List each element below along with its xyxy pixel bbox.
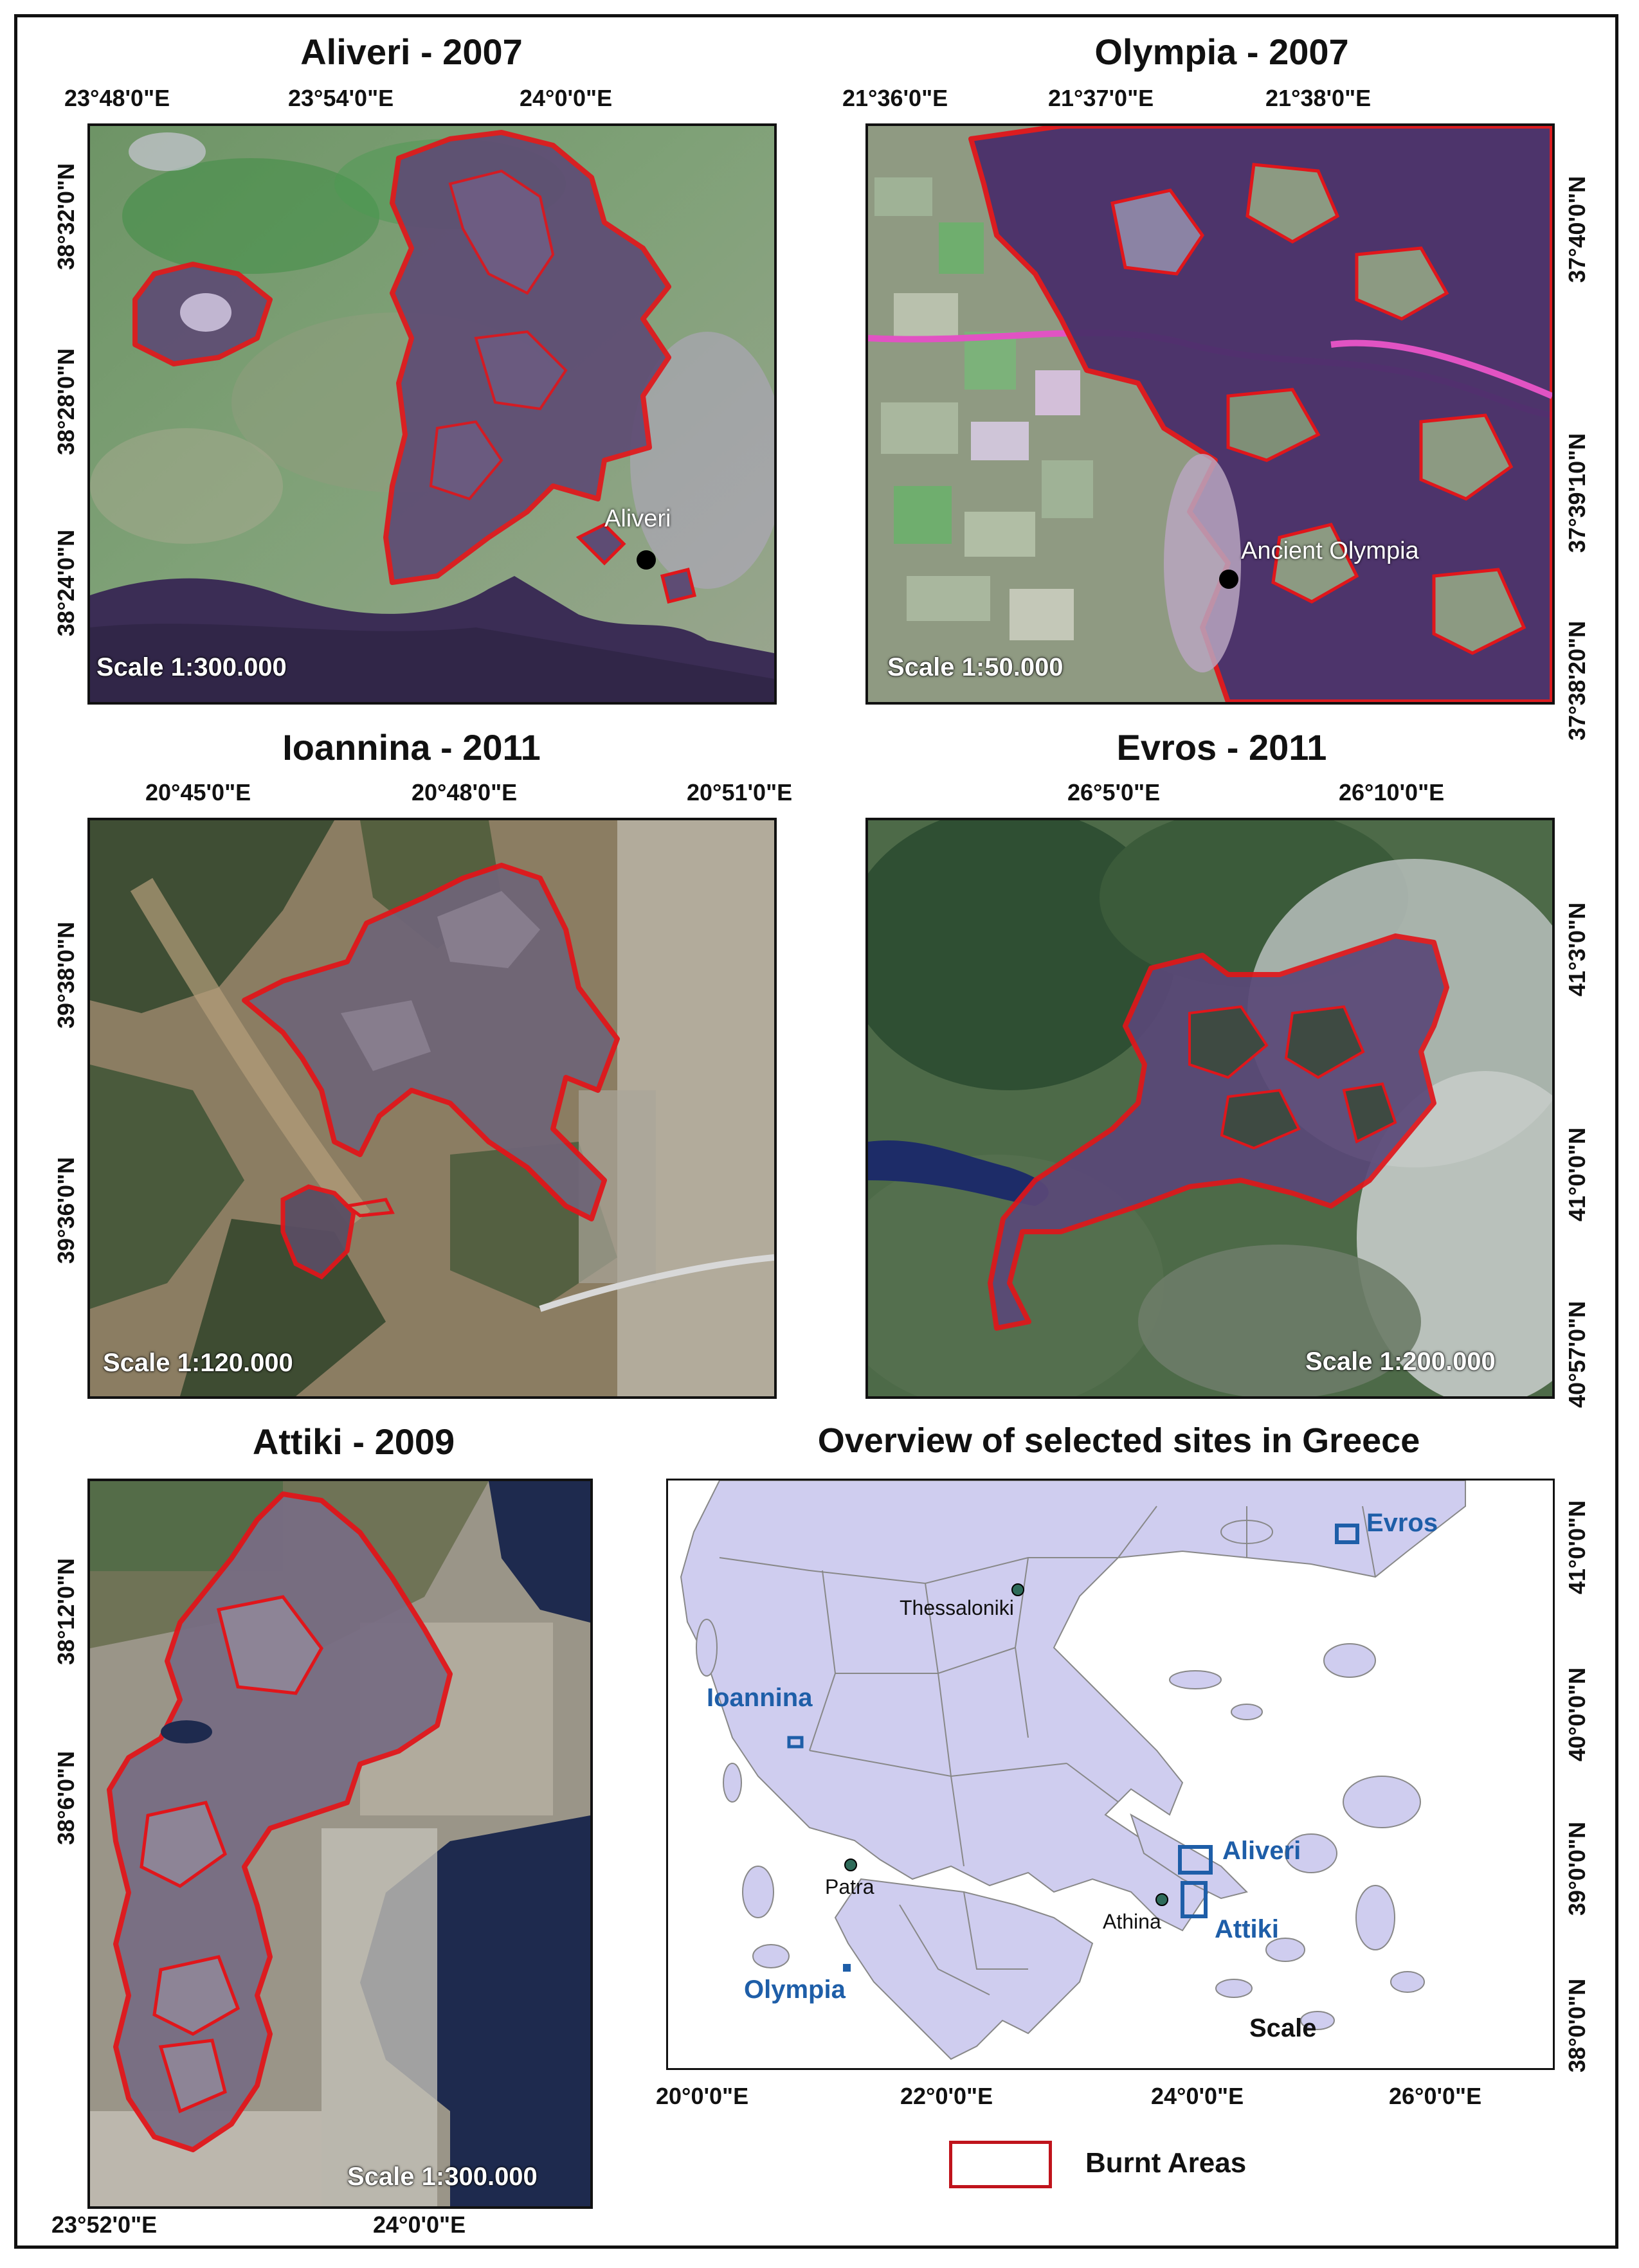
overview-bottom-coord-1: 20°0'0"E xyxy=(656,2083,749,2109)
aliveri-top-coord-1: 23°48'0"E xyxy=(64,85,170,111)
attiki-scale: Scale 1:300.000 xyxy=(347,2163,538,2191)
aliveri-town-label: Aliveri xyxy=(604,505,671,532)
evros-right-coord-1: 41°3'0"N xyxy=(1564,902,1590,996)
evros-scale: Scale 1:200.000 xyxy=(1305,1347,1496,1376)
attiki-satellite-map: Scale 1:300.000 xyxy=(87,1479,593,2209)
aliveri-town-marker xyxy=(637,550,656,570)
olympia-right-coord-2: 37°39'10"N xyxy=(1564,433,1590,553)
attiki-title: Attiki - 2009 xyxy=(252,1421,455,1462)
overview-right-coord-4: 38°0'0"N xyxy=(1564,1978,1590,2073)
olympia-title: Olympia - 2007 xyxy=(1094,32,1349,72)
ioannina-scale: Scale 1:120.000 xyxy=(103,1349,293,1377)
burnt-areas-legend-swatch xyxy=(949,2141,1052,2188)
greece-overview-map: Evros Ioannina Aliveri Attiki Olympia Th… xyxy=(666,1479,1555,2070)
attiki-left-coord-2: 38°6'0"N xyxy=(53,1751,79,1845)
ioannina-left-coord-2: 39°36'0"N xyxy=(53,1156,79,1264)
overview-city-athina: Athina xyxy=(1103,1910,1161,1933)
overview-bottom-coord-2: 22°0'0"E xyxy=(900,2083,993,2109)
attiki-bottom-coord-1: 23°52'0"E xyxy=(51,2211,158,2238)
olympia-top-coord-2: 21°37'0"E xyxy=(1048,85,1154,111)
olympia-right-coord-3: 37°38'20"N xyxy=(1564,620,1590,741)
aliveri-scale: Scale 1:300.000 xyxy=(96,653,287,681)
ioannina-title: Ioannina - 2011 xyxy=(282,727,541,768)
aliveri-title: Aliveri - 2007 xyxy=(300,32,523,72)
overview-city-patra: Patra xyxy=(825,1875,874,1898)
evros-right-coord-2: 41°0'0"N xyxy=(1564,1127,1590,1221)
overview-right-coord-1: 41°0'0"N xyxy=(1564,1500,1590,1594)
overview-bottom-coord-4: 26°0'0"E xyxy=(1389,2083,1482,2109)
attiki-left-coord-1: 38°12'0"N xyxy=(53,1558,79,1665)
attiki-bottom-coord-2: 24°0'0"E xyxy=(373,2211,466,2238)
evros-title: Evros - 2011 xyxy=(1116,727,1327,768)
olympia-scale: Scale 1:50.000 xyxy=(887,653,1064,681)
overview-scale-label: Scale xyxy=(1249,2014,1317,2042)
overview-city-thessaloniki: Thessaloniki xyxy=(900,1596,1014,1619)
ioannina-top-coord-3: 20°51'0"E xyxy=(687,779,793,806)
burnt-areas-legend-label: Burnt Areas xyxy=(1085,2147,1247,2179)
overview-right-coord-2: 40°0'0"N xyxy=(1564,1667,1590,1761)
overview-title: Overview of selected sites in Greece xyxy=(817,1421,1420,1460)
overview-label-aliveri: Aliveri xyxy=(1222,1837,1301,1865)
overview-label-olympia: Olympia xyxy=(744,1976,846,2004)
ioannina-top-coord-1: 20°45'0"E xyxy=(145,779,251,806)
aliveri-left-coord-2: 38°28'0"N xyxy=(53,348,79,455)
overview-label-ioannina: Ioannina xyxy=(707,1684,813,1712)
figure-frame xyxy=(14,14,1618,2249)
ioannina-left-coord-1: 39°38'0"N xyxy=(53,921,79,1029)
overview-label-evros: Evros xyxy=(1366,1509,1438,1537)
ioannina-top-coord-2: 20°48'0"E xyxy=(412,779,518,806)
aliveri-left-coord-1: 38°32'0"N xyxy=(53,163,79,270)
aliveri-top-coord-2: 23°54'0"E xyxy=(288,85,394,111)
olympia-right-coord-1: 37°40'0"N xyxy=(1564,176,1590,283)
aliveri-satellite-map: Aliveri Scale 1:300.000 xyxy=(87,123,777,705)
ioannina-satellite-map: Scale 1:120.000 xyxy=(87,818,777,1399)
olympia-top-coord-3: 21°38'0"E xyxy=(1265,85,1372,111)
olympia-satellite-map: Ancient Olympia Scale 1:50.000 xyxy=(865,123,1555,705)
aliveri-top-coord-3: 24°0'0"E xyxy=(520,85,613,111)
ancient-olympia-marker xyxy=(1219,570,1238,589)
evros-satellite-map: Scale 1:200.000 xyxy=(865,818,1555,1399)
aliveri-left-coord-3: 38°24'0"N xyxy=(53,529,79,636)
overview-label-attiki: Attiki xyxy=(1215,1915,1279,1943)
evros-top-coord-1: 26°5'0"E xyxy=(1067,779,1161,806)
olympia-top-coord-1: 21°36'0"E xyxy=(842,85,948,111)
overview-right-coord-3: 39°0'0"N xyxy=(1564,1821,1590,1916)
ancient-olympia-label: Ancient Olympia xyxy=(1241,537,1419,564)
evros-top-coord-2: 26°10'0"E xyxy=(1339,779,1445,806)
evros-right-coord-3: 40°57'0"N xyxy=(1564,1300,1590,1408)
overview-bottom-coord-3: 24°0'0"E xyxy=(1151,2083,1244,2109)
